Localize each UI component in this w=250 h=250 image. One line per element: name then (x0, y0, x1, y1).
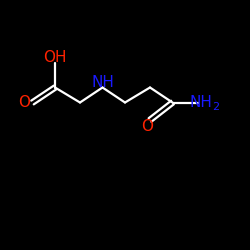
Text: OH: OH (43, 50, 67, 65)
Text: 2: 2 (212, 102, 219, 112)
Text: NH: NH (91, 75, 114, 90)
Text: O: O (142, 119, 154, 134)
Text: NH: NH (190, 95, 213, 110)
Text: O: O (18, 95, 30, 110)
